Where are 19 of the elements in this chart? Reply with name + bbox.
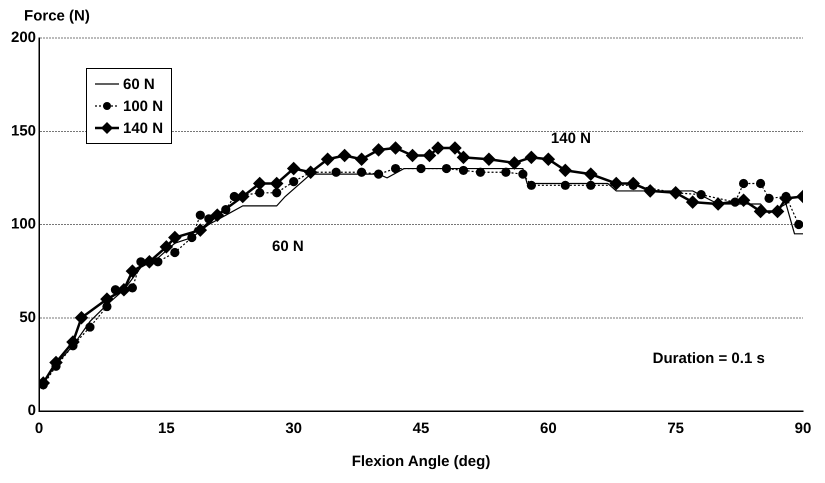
x-axis-title: Flexion Angle (deg) <box>352 453 490 470</box>
x-tick-label: 30 <box>285 420 302 438</box>
y-tick-label: 200 <box>10 29 36 46</box>
x-tick-label: 45 <box>412 420 430 438</box>
legend-label: 60 N <box>123 76 155 92</box>
y-tick-label: 100 <box>10 216 36 233</box>
legend-label: 100 N <box>123 98 164 114</box>
legend-label: 140 N <box>123 120 164 136</box>
y-tick-label: 150 <box>10 122 36 140</box>
x-tick-label: 90 <box>794 420 812 438</box>
x-tick-label: 60 <box>540 420 557 438</box>
annotation: 60 N <box>272 238 304 256</box>
annotation: 140 N <box>550 130 591 147</box>
y-tick-label: 0 <box>28 402 36 420</box>
annotation: Duration = 0.1 s <box>652 350 765 367</box>
y-axis-title: Force (N) <box>24 8 90 25</box>
x-tick-label: 75 <box>667 420 684 438</box>
y-tick-label: 50 <box>19 308 36 326</box>
x-tick-label: 15 <box>158 420 175 438</box>
